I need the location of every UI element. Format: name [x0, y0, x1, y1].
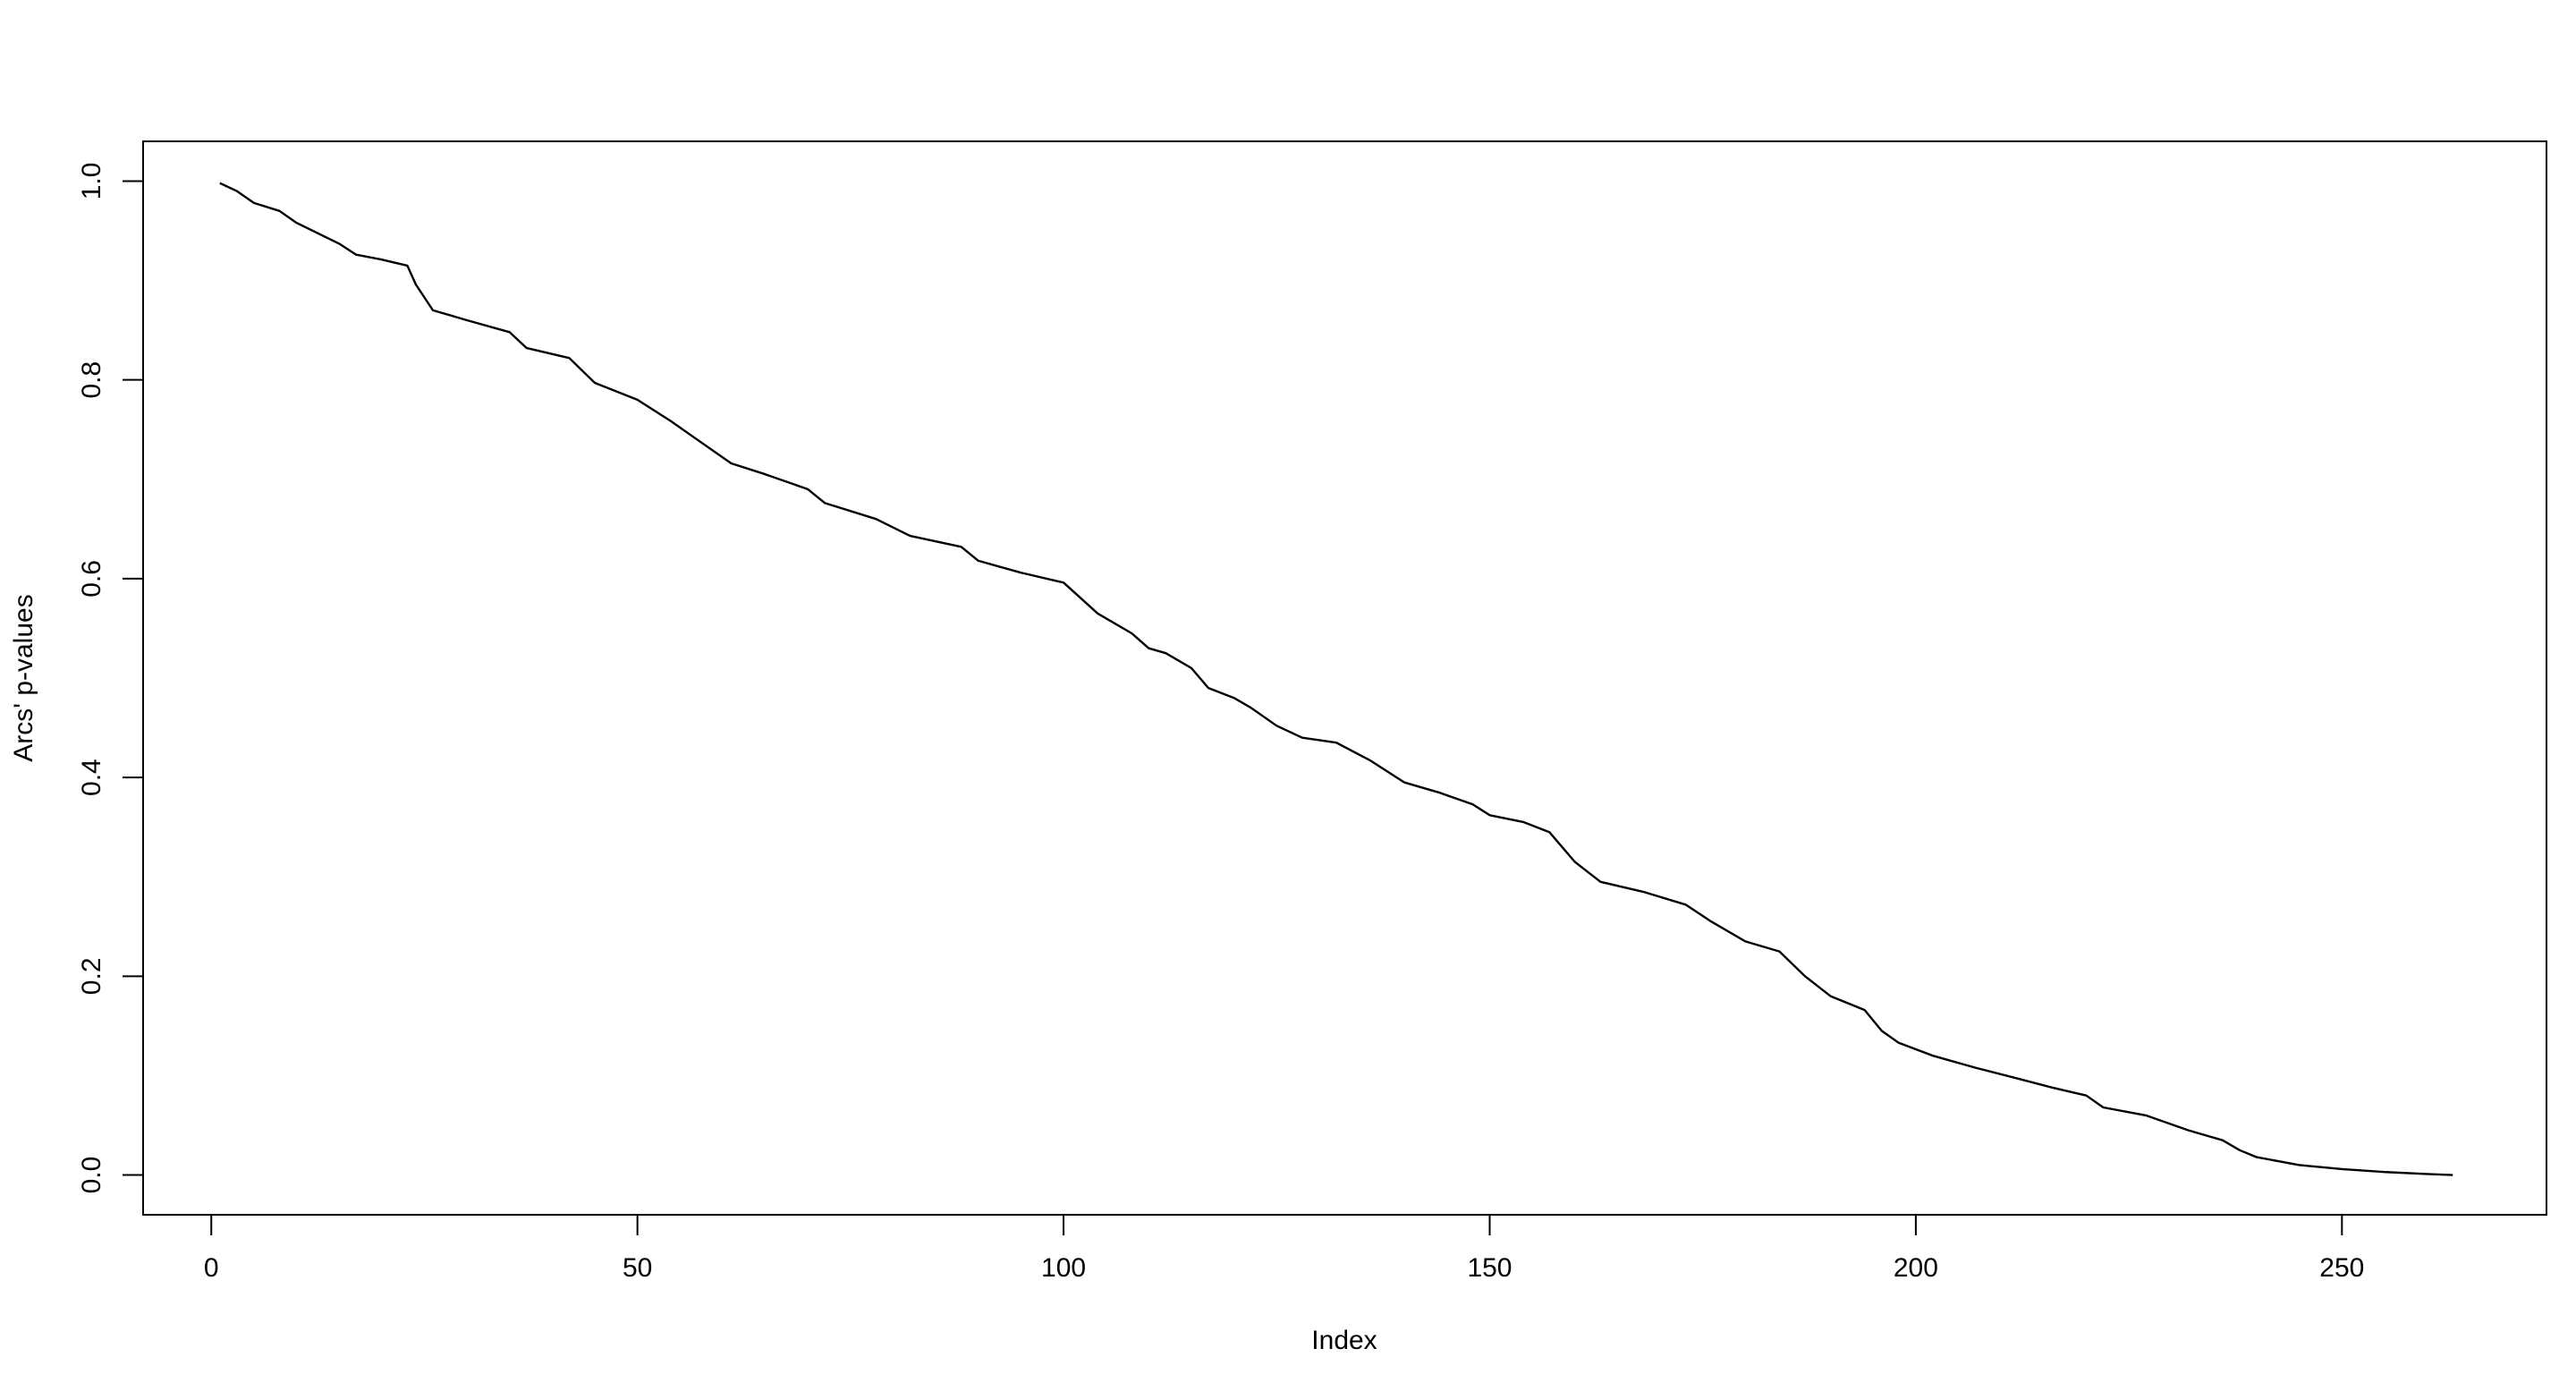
y-tick-label: 0.2: [77, 957, 106, 995]
y-tick-label: 0.4: [77, 759, 106, 796]
x-tick-label: 100: [1041, 1253, 1086, 1283]
y-tick-label: 1.0: [77, 163, 106, 200]
x-axis-label: Index: [1311, 1326, 1377, 1355]
x-tick-label: 0: [204, 1253, 219, 1283]
x-tick-label: 150: [1467, 1253, 1512, 1283]
y-tick-label: 0.8: [77, 361, 106, 399]
p-values-series-line: [219, 182, 2453, 1176]
y-tick-label: 0.6: [77, 560, 106, 598]
x-tick-label: 250: [2319, 1253, 2364, 1283]
y-axis-label: Arcs' p-values: [9, 594, 38, 761]
plot-frame: [142, 140, 2547, 1216]
x-tick-label: 200: [1894, 1253, 1938, 1283]
x-axis: 0 50 100 150 200 250: [204, 1214, 2364, 1283]
x-tick-label: 50: [623, 1253, 652, 1283]
y-axis: 0.0 0.2 0.4 0.6 0.8 1.0: [77, 163, 144, 1194]
y-tick-label: 0.0: [77, 1157, 106, 1194]
